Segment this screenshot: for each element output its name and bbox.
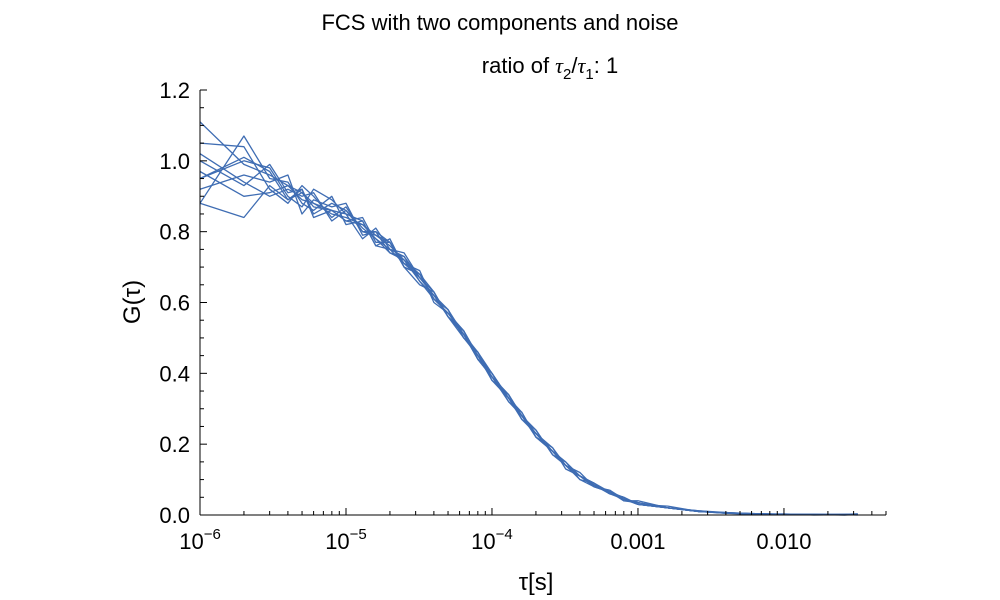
- y-tick-label: 1.0: [159, 149, 190, 174]
- y-tick-label: 0.0: [159, 503, 190, 528]
- y-tick-label: 0.2: [159, 432, 190, 457]
- series-line-10: [199, 156, 858, 516]
- x-tick-label: 10−6: [179, 526, 221, 554]
- y-tick-label: 0.8: [159, 220, 190, 245]
- series-line-6: [199, 170, 858, 516]
- series-layer: [199, 121, 858, 516]
- series-line-1: [199, 121, 858, 516]
- x-tick-label: 0.010: [756, 529, 811, 554]
- series-line-4: [199, 135, 858, 516]
- y-tick-label: 0.4: [159, 361, 190, 386]
- axes-layer: 10−6 10−5 10−4 0.001 0.010 0.0 0.2 0.4 0.6 0.8 1.0…: [159, 78, 887, 554]
- chart-title: FCS with two components and noise: [321, 10, 678, 35]
- series-line-8: [199, 184, 858, 516]
- y-tick-label: 1.2: [159, 78, 190, 103]
- x-tick-label: 0.001: [610, 529, 665, 554]
- series-line-9: [199, 153, 858, 516]
- series-line-3: [199, 160, 858, 516]
- x-axis-label: τ[s]: [519, 569, 554, 596]
- series-line-5: [199, 160, 858, 516]
- y-tick-label: 0.6: [159, 291, 190, 316]
- x-tick-label: 10−5: [325, 526, 367, 554]
- y-axis-label: G(τ): [119, 280, 146, 324]
- chart-subtitle: ratio of τ2/τ1: 1: [482, 53, 618, 83]
- x-tick-label: 10−4: [471, 526, 513, 554]
- series-line-7: [199, 174, 858, 516]
